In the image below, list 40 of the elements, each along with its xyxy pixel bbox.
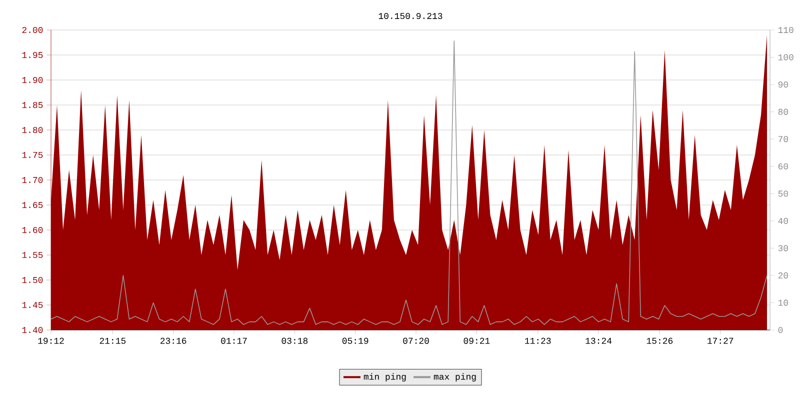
y2-tick-label: 90 xyxy=(778,82,788,88)
y2-tick-label: 80 xyxy=(778,108,788,115)
y2-tick-label: 60 xyxy=(778,163,788,170)
y-tick-label: 1.60 xyxy=(22,226,43,234)
x-tick-label: 19:12 xyxy=(38,338,64,344)
legend-label: max ping xyxy=(434,373,476,382)
x-tick-label: 23:16 xyxy=(160,338,186,344)
x-tick-label: 11:23 xyxy=(525,338,551,344)
x-tick-label: 01:17 xyxy=(221,338,247,344)
x-tick-label: 21:15 xyxy=(100,338,126,344)
y2-tick-label: 0 xyxy=(778,326,783,334)
y2-tick-label: 110 xyxy=(778,26,794,34)
y-tick-label: 1.55 xyxy=(22,252,43,258)
x-tick-label: 15:26 xyxy=(646,338,673,344)
y2-tick-label: 10 xyxy=(778,300,788,306)
x-tick-label: 05:19 xyxy=(342,338,368,344)
x-tick-label: 13:24 xyxy=(586,338,612,344)
y-tick-label: 1.80 xyxy=(22,126,43,134)
y-tick-label: 1.70 xyxy=(22,176,43,184)
y2-tick-label: 100 xyxy=(778,54,794,60)
legend-label: min ping xyxy=(364,373,406,382)
y-tick-label: 1.40 xyxy=(22,326,43,334)
x-tick-label: 09:21 xyxy=(464,338,490,344)
y2-tick-label: 30 xyxy=(778,245,788,252)
y-tick-label: 2.00 xyxy=(22,26,43,34)
y2-tick-label: 40 xyxy=(778,218,788,224)
y-tick-label: 1.45 xyxy=(22,302,43,308)
x-tick-label: 17:27 xyxy=(708,338,734,344)
y-tick-label: 1.95 xyxy=(22,52,43,58)
x-tick-label: 03:18 xyxy=(282,338,308,344)
y-tick-label: 1.75 xyxy=(22,152,43,158)
y2-tick-label: 70 xyxy=(778,136,788,142)
y-tick-label: 1.50 xyxy=(22,276,43,284)
y-tick-label: 1.65 xyxy=(22,202,43,208)
y-tick-label: 1.90 xyxy=(22,76,43,84)
y2-tick-label: 20 xyxy=(778,272,788,279)
x-tick-label: 07:20 xyxy=(403,338,429,344)
y-tick-label: 1.85 xyxy=(22,102,43,108)
chart-title: 10.150.9.213 xyxy=(378,12,442,20)
y2-tick-label: 50 xyxy=(778,190,788,197)
